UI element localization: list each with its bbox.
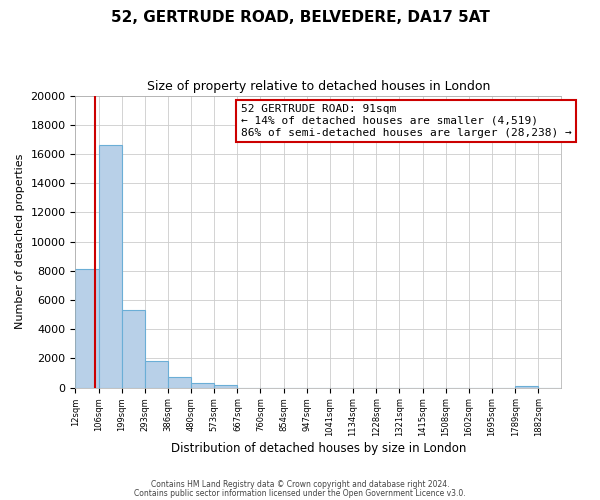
Text: 52 GERTRUDE ROAD: 91sqm
← 14% of detached houses are smaller (4,519)
86% of semi: 52 GERTRUDE ROAD: 91sqm ← 14% of detache… <box>241 104 571 138</box>
Bar <box>145 362 168 388</box>
Bar <box>214 386 238 388</box>
Text: Contains public sector information licensed under the Open Government Licence v3: Contains public sector information licen… <box>134 489 466 498</box>
Bar <box>168 378 191 388</box>
X-axis label: Distribution of detached houses by size in London: Distribution of detached houses by size … <box>170 442 466 455</box>
Y-axis label: Number of detached properties: Number of detached properties <box>15 154 25 330</box>
Bar <box>76 270 98 388</box>
Bar <box>122 310 145 388</box>
Bar <box>515 386 538 388</box>
Bar <box>191 383 214 388</box>
Title: Size of property relative to detached houses in London: Size of property relative to detached ho… <box>146 80 490 93</box>
Text: 52, GERTRUDE ROAD, BELVEDERE, DA17 5AT: 52, GERTRUDE ROAD, BELVEDERE, DA17 5AT <box>110 10 490 25</box>
Bar <box>98 145 122 388</box>
Text: Contains HM Land Registry data © Crown copyright and database right 2024.: Contains HM Land Registry data © Crown c… <box>151 480 449 489</box>
